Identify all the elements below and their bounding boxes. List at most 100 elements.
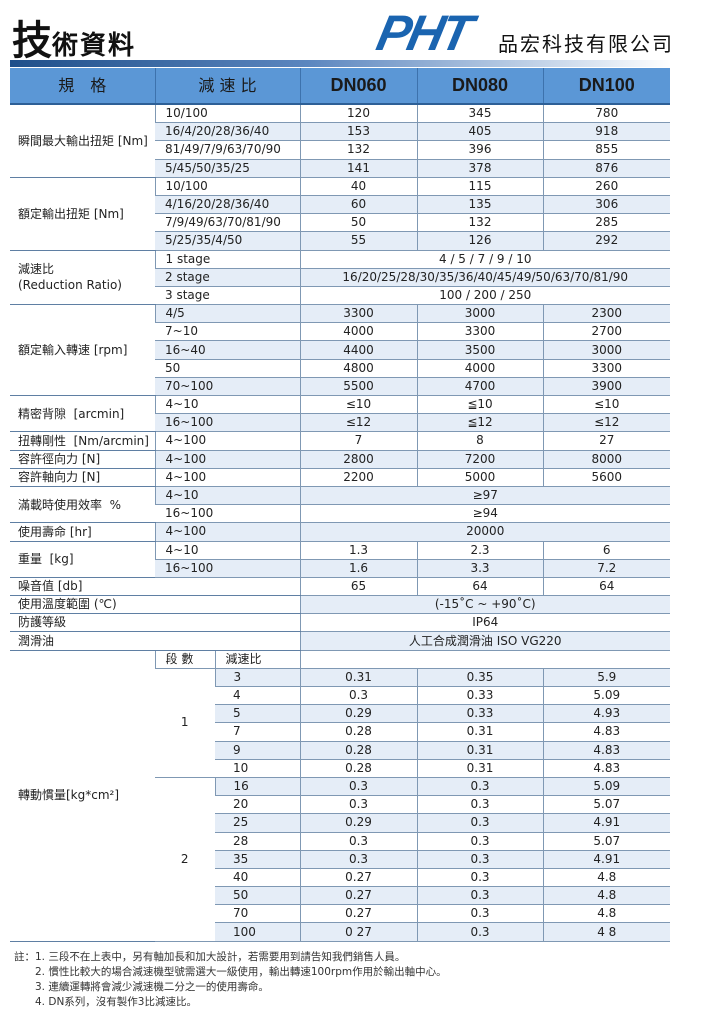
table-row: 精密背隙 [arcmin] 4~10 ≤10 ≦10 ≤10 bbox=[10, 395, 670, 433]
value-cell: 4.83 bbox=[542, 741, 670, 760]
value-cell: 292 bbox=[542, 231, 670, 251]
table-row: 50 0.27 0.3 4.8 bbox=[10, 886, 670, 906]
table-row: 70 0.27 0.3 4.8 bbox=[10, 904, 670, 924]
value-cell: ≥94 bbox=[299, 504, 670, 524]
table-row: 使用壽命 [hr] 4~100 20000 bbox=[10, 522, 670, 542]
value-cell: 0.3 bbox=[299, 777, 417, 797]
value-cell: 3500 bbox=[416, 340, 543, 360]
header-dn100: DN100 bbox=[542, 68, 670, 105]
value-cell: 2200 bbox=[299, 468, 417, 487]
table-row: 噪音值 [db] 65 64 64 bbox=[10, 577, 670, 597]
value-cell: 7.2 bbox=[542, 559, 670, 578]
value-cell: 141 bbox=[299, 159, 417, 178]
table-row: 70~100 5500 4700 3900 bbox=[10, 377, 670, 397]
value-cell: IP64 bbox=[299, 613, 670, 633]
spec-label: 容許軸向力 [N] bbox=[10, 468, 155, 487]
table-row: 滿載時使用效率 % 4~10 ≥97 bbox=[10, 486, 670, 524]
value-cell: 0.28 bbox=[299, 741, 417, 760]
value-cell: 378 bbox=[416, 159, 543, 178]
value-cell: 0.31 bbox=[416, 741, 543, 760]
note-item: 3. 連續運轉將會減少減速機二分之一的使用壽命。 bbox=[35, 981, 269, 993]
value-cell: 8000 bbox=[542, 450, 670, 469]
value-cell: 8 bbox=[416, 431, 543, 451]
ratio-cell: 5/45/50/35/25 bbox=[155, 159, 300, 178]
table-row: 28 0.3 0.3 5.07 bbox=[10, 832, 670, 851]
value-cell: 396 bbox=[416, 140, 543, 160]
value-cell: 6 bbox=[542, 541, 670, 560]
stage-cell: 1 bbox=[155, 668, 215, 778]
spec-label: 額定輸出扭矩 [Nm] bbox=[10, 177, 155, 251]
ratio-cell: 16~100 bbox=[155, 413, 300, 433]
note-item: 2. 慣性比較大的場合減速機型號需選大一級使用，輸出轉速100rpm作用於輸出軸… bbox=[35, 966, 447, 978]
ratio-cell: 40 bbox=[215, 868, 300, 888]
spec-label: 重量 [kg] bbox=[10, 541, 155, 578]
table-row: 2 stage 16/20/25/28/30/35/36/40/45/49/50/… bbox=[10, 268, 670, 287]
value-cell: 50 bbox=[299, 213, 417, 233]
value-cell: 855 bbox=[542, 140, 670, 160]
ratio-cell: 28 bbox=[215, 832, 300, 851]
spec-label: 額定輸入轉速 [rpm] bbox=[10, 304, 155, 396]
notes: 註：1. 三段不在上表中，另有軸加長和加大設計，若需要用到請告知我們銷售人員。 … bbox=[14, 950, 447, 1010]
ratio-cell: 2 stage bbox=[155, 268, 300, 287]
value-cell: 115 bbox=[416, 177, 543, 196]
value-cell: 0 27 bbox=[299, 922, 417, 942]
value-cell: 5.07 bbox=[542, 832, 670, 851]
value-cell: 0.3 bbox=[299, 850, 417, 869]
value-cell: 5.07 bbox=[542, 795, 670, 815]
ratio-cell: 16 bbox=[214, 777, 300, 797]
table-header-row: 規 格 減 速 比 DN060 DN080 DN100 bbox=[10, 68, 670, 105]
value-cell: 0.33 bbox=[416, 704, 543, 724]
value-cell: 0.29 bbox=[299, 813, 417, 833]
value-cell: 4800 bbox=[299, 359, 417, 378]
spec-table: 規 格 減 速 比 DN060 DN080 DN100 瞬間最大輸出扭矩 [Nm… bbox=[10, 68, 670, 942]
value-cell: 5.09 bbox=[542, 777, 670, 797]
ratio-header: 減速比 bbox=[214, 650, 300, 669]
ratio-cell: 4~100 bbox=[154, 522, 300, 542]
value-cell: 4400 bbox=[299, 340, 417, 360]
value-cell: 918 bbox=[542, 122, 670, 142]
table-row: 減速比 (Reduction Ratio) 1 stage 4 / 5 / 7 / … bbox=[10, 250, 670, 306]
value-cell: 2800 bbox=[299, 450, 417, 469]
ratio-cell: 4~10 bbox=[154, 395, 300, 415]
table-row: 25 0.29 0.3 4.91 bbox=[10, 813, 670, 833]
table-row: 50 4800 4000 3300 bbox=[10, 359, 670, 378]
value-cell: 16/20/25/28/30/35/36/40/45/49/50/63/70/8… bbox=[299, 268, 670, 287]
table-row: 重量 [kg] 4~10 1.3 2.3 6 bbox=[10, 541, 670, 578]
value-cell: 65 bbox=[299, 577, 417, 597]
ratio-cell: 9 bbox=[215, 741, 300, 760]
spec-label: 瞬間最大輸出扭矩 [Nm] bbox=[10, 104, 155, 178]
ratio-cell: 70~100 bbox=[155, 377, 300, 397]
ratio-cell: 16~100 bbox=[155, 504, 300, 524]
value-cell: 40 bbox=[299, 177, 417, 196]
value-cell: ≦12 bbox=[416, 413, 543, 433]
spec-label: 轉動慣量[kg*cm²] bbox=[10, 650, 155, 942]
value-cell: 0.27 bbox=[299, 886, 417, 906]
page-title: 技術資料 bbox=[12, 17, 137, 64]
value-cell: 0.31 bbox=[416, 722, 543, 742]
value-cell: 5000 bbox=[416, 468, 543, 487]
value-cell: 0.28 bbox=[299, 759, 417, 778]
value-cell: (-15˚C ~ +90˚C) bbox=[299, 595, 670, 615]
table-row: 16~100 ≤12 ≦12 ≤12 bbox=[10, 413, 670, 433]
ratio-cell: 4 bbox=[215, 686, 300, 706]
table-row: 16/4/20/28/36/40 153 405 918 bbox=[10, 122, 670, 142]
header-dn080: DN080 bbox=[416, 68, 543, 105]
value-cell: 780 bbox=[542, 104, 670, 124]
value-cell: 4.91 bbox=[542, 850, 670, 869]
ratio-cell: 7~10 bbox=[155, 322, 300, 342]
header-gradient-bar bbox=[10, 60, 670, 67]
value-cell: 3300 bbox=[299, 304, 417, 324]
value-cell: 5500 bbox=[299, 377, 417, 397]
value-cell: 4.8 bbox=[542, 868, 670, 888]
value-cell: 1.6 bbox=[299, 559, 417, 578]
value-cell: 55 bbox=[299, 231, 417, 251]
value-cell: 64 bbox=[542, 577, 670, 597]
spec-label: 使用壽命 [hr] bbox=[10, 522, 155, 542]
table-row: 40 0.27 0.3 4.8 bbox=[10, 868, 670, 888]
value-cell: 4.8 bbox=[542, 886, 670, 906]
value-cell: ≤10 bbox=[299, 395, 417, 415]
table-row: 額定輸入轉速 [rpm] 4/5 3300 3000 2300 bbox=[10, 304, 670, 396]
value-cell: 0.27 bbox=[299, 868, 417, 888]
value-cell: 100 / 200 / 250 bbox=[299, 286, 670, 306]
value-cell: 0.3 bbox=[299, 686, 417, 706]
